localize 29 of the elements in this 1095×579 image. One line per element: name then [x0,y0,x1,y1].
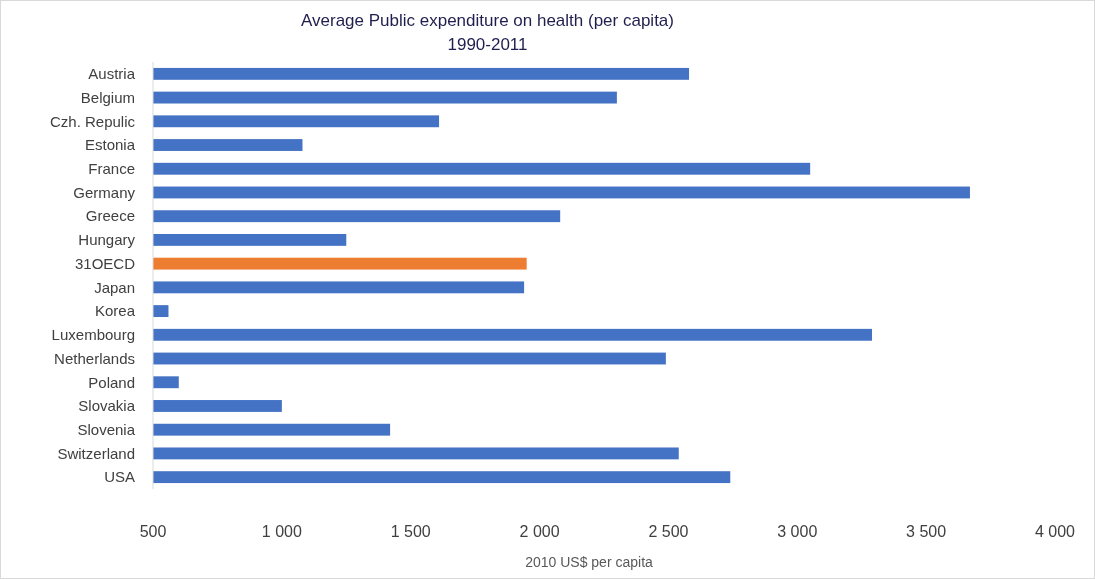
y-tick-label: Slovakia [78,397,136,415]
x-tick-label: 3 500 [906,523,947,540]
chart-subtitle: 1990-2011 [447,35,528,54]
y-tick-label: Czh. Repulic [49,112,136,130]
y-tick-label: Germany [73,183,136,201]
x-tick-label: 1 000 [261,523,302,540]
y-tick-label: Austria [88,65,136,83]
y-tick-label: Greece [85,207,135,225]
y-tick-label: USA [104,468,135,486]
x-tick-label: 500 [139,523,167,540]
y-tick-label: Hungary [78,231,136,249]
y-tick-label: Korea [94,302,136,320]
y-tick-label: 31OECD [74,254,136,272]
x-tick-label: 2 500 [648,523,689,540]
y-tick-label: Switzerland [57,444,135,462]
x-tick-label: 3 000 [777,523,818,540]
x-tick-label: 1 500 [390,523,431,540]
y-tick-label: Belgium [80,88,135,106]
chart-title: Average Public expenditure on health (per capita) [301,11,674,30]
y-tick-label: Slovenia [77,420,136,438]
x-tick-label: 4 000 [1034,523,1076,540]
x-axis-title: 2010 US$ per capita [525,554,654,570]
y-tick-label: France [88,160,135,177]
y-tick-label: Poland [88,373,135,391]
x-tick-label: 2 000 [519,523,560,540]
y-tick-label: Estonia [84,136,136,154]
y-tick-label: Luxembourg [51,326,135,344]
y-tick-label: Japan [94,278,135,296]
y-tick-label: Netherlands [54,349,135,367]
